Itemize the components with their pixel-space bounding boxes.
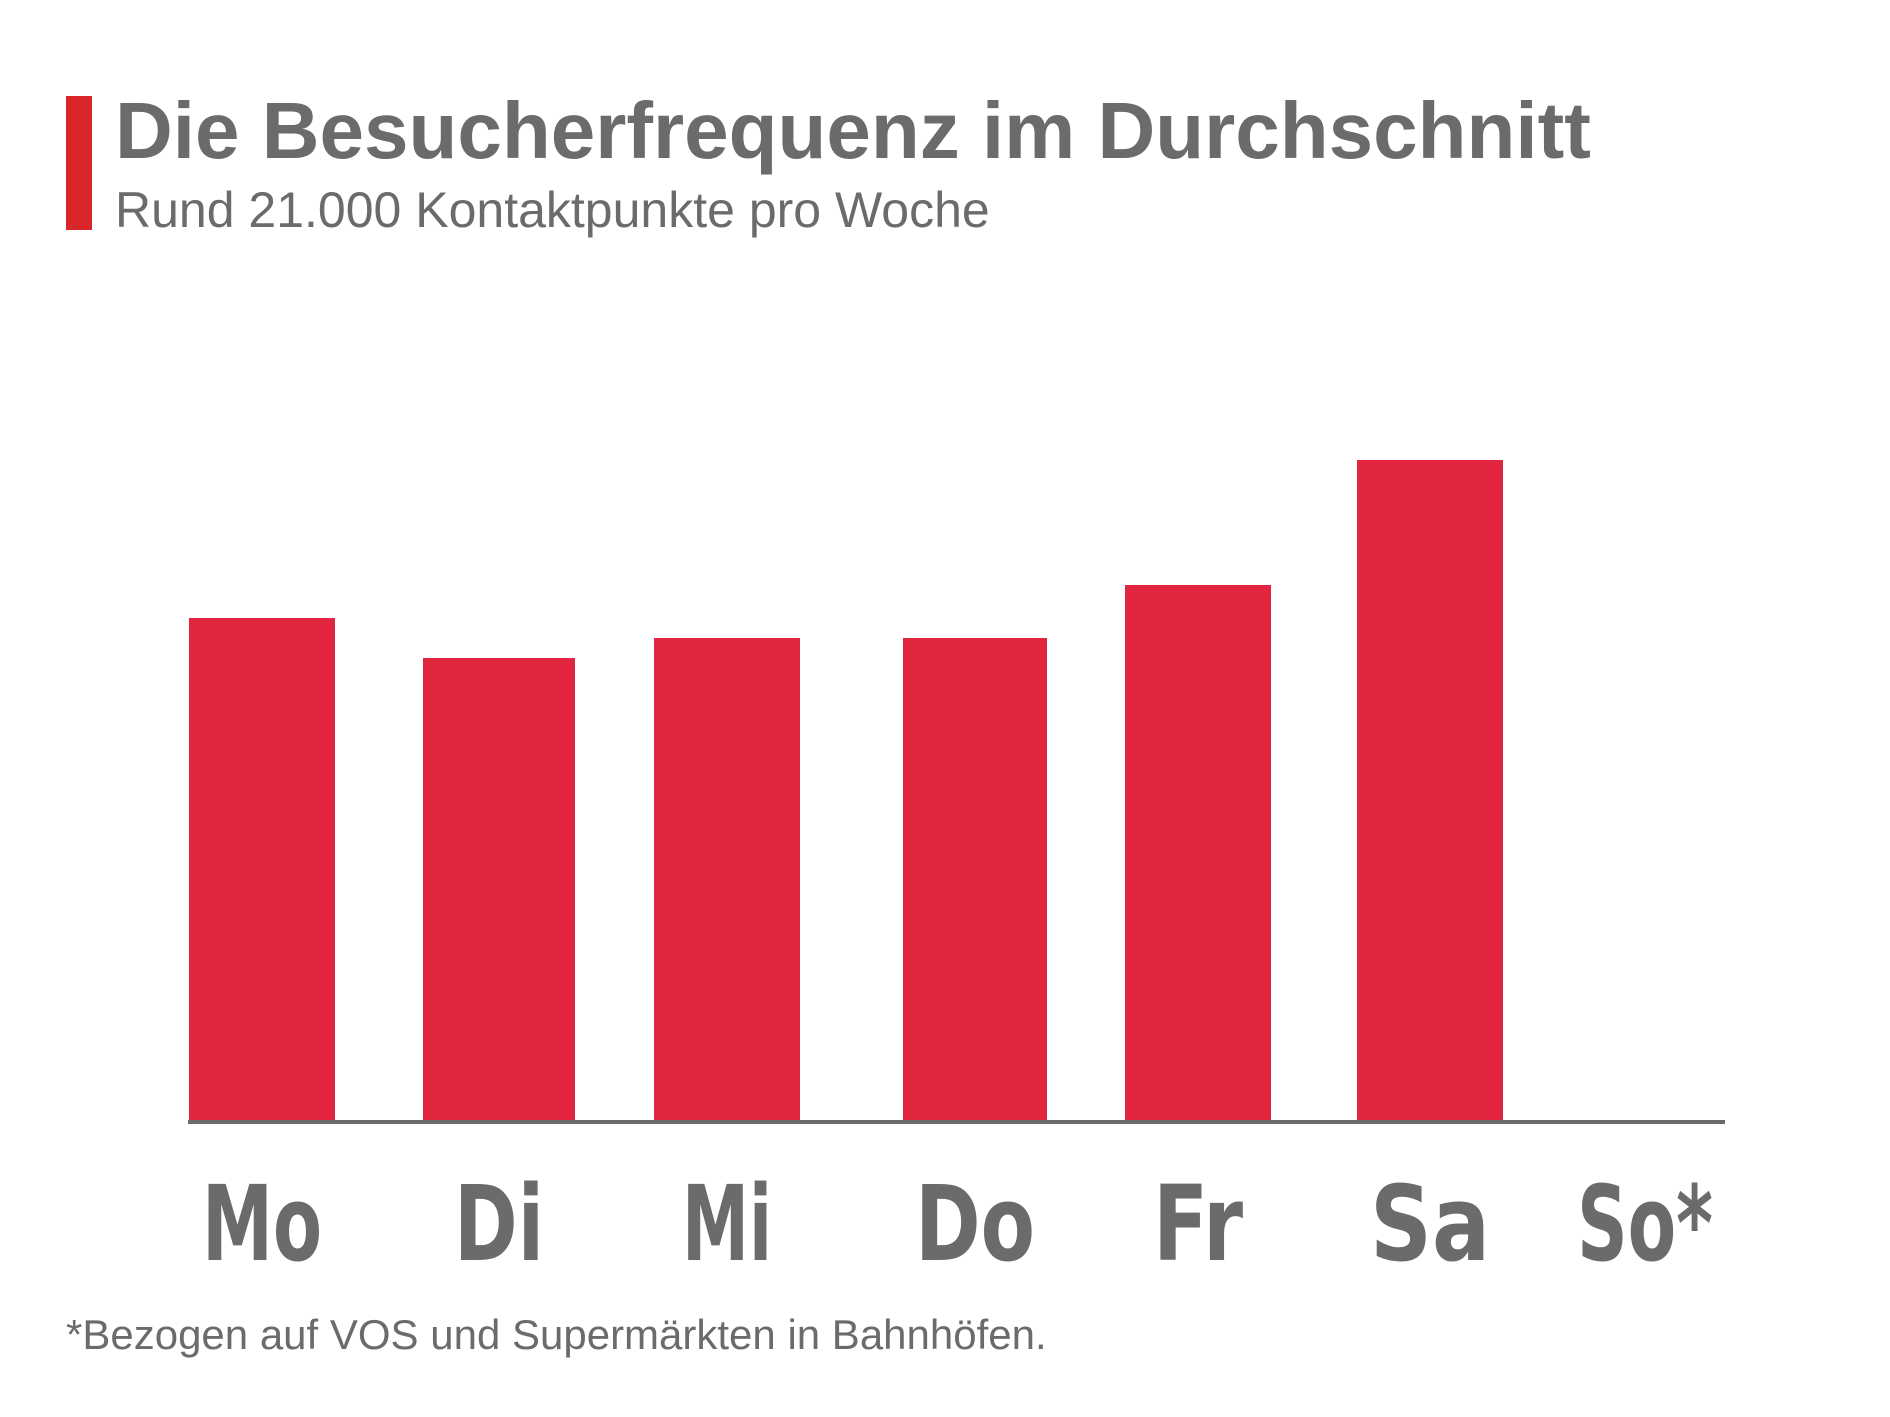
x-tick-label-sa: Sa — [1370, 1163, 1490, 1285]
bar-do — [903, 638, 1047, 1120]
chart-subtitle: Rund 21.000 Kontaktpunkte pro Woche — [115, 182, 990, 238]
x-tick-label-fr: Fr — [1153, 1163, 1243, 1285]
x-tick-label-mi: Mi — [682, 1163, 772, 1285]
footnote: *Bezogen auf VOS und Supermärkten in Bah… — [66, 1311, 1047, 1358]
bar-fr — [1125, 585, 1271, 1120]
bar-mi — [654, 638, 800, 1120]
x-tick-label-di: Di — [454, 1163, 544, 1285]
bar-di — [423, 658, 575, 1120]
chart-title: Die Besucherfrequenz im Durchschnitt — [115, 86, 1591, 175]
title-accent-bar — [66, 96, 92, 230]
bar-mo — [189, 618, 335, 1120]
bar-sa — [1357, 460, 1503, 1120]
x-axis-labels: Mo Di Mi Do Fr Sa So* — [202, 1163, 1713, 1285]
bars-group — [189, 460, 1503, 1120]
x-tick-label-so: So* — [1577, 1163, 1713, 1285]
x-tick-label-do: Do — [915, 1163, 1035, 1285]
x-tick-label-mo: Mo — [202, 1163, 322, 1285]
